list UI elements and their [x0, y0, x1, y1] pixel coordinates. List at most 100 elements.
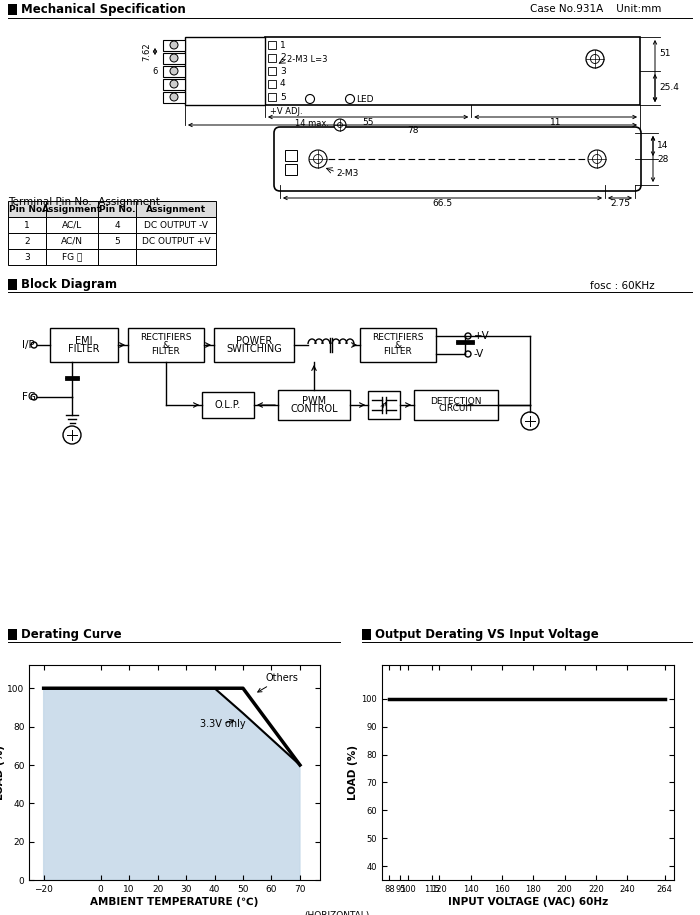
Circle shape	[465, 351, 471, 357]
Bar	[278, 390, 350, 420]
Text: Derating Curve: Derating Curve	[21, 628, 122, 641]
Bar	[268, 54, 276, 62]
Text: 2-M3 L=3: 2-M3 L=3	[287, 55, 328, 63]
Bar	[8, 233, 46, 249]
Text: 55: 55	[363, 118, 374, 127]
X-axis label: INPUT VOLTAGE (VAC) 60Hz: INPUT VOLTAGE (VAC) 60Hz	[448, 897, 608, 907]
Text: 2-M3: 2-M3	[336, 168, 358, 178]
Text: FILTER: FILTER	[69, 343, 99, 353]
Text: 7.62: 7.62	[142, 42, 151, 60]
Circle shape	[305, 94, 314, 103]
Text: &: &	[162, 340, 169, 350]
Text: 4: 4	[280, 80, 286, 89]
Text: 6: 6	[153, 67, 158, 76]
Bar	[268, 80, 276, 88]
Text: Pin No.: Pin No.	[99, 204, 135, 213]
Bar	[8, 201, 46, 217]
Text: CONTROL: CONTROL	[290, 404, 338, 414]
Bar	[265, 37, 640, 105]
Circle shape	[334, 119, 346, 131]
Circle shape	[170, 54, 178, 62]
Text: 14 max.: 14 max.	[295, 119, 329, 127]
Bar	[163, 39, 185, 50]
Text: Assignment: Assignment	[146, 204, 206, 213]
Bar	[136, 249, 216, 265]
Text: DC OUTPUT -V: DC OUTPUT -V	[144, 221, 208, 230]
Text: RECTIFIERS: RECTIFIERS	[140, 333, 192, 342]
Bar	[98, 217, 136, 233]
Text: RECTIFIERS: RECTIFIERS	[372, 333, 424, 342]
Text: SWITCHING: SWITCHING	[226, 343, 282, 353]
Y-axis label: LOAD (%): LOAD (%)	[0, 745, 4, 801]
Text: 14: 14	[657, 142, 668, 150]
Text: LED: LED	[356, 94, 374, 103]
Text: Block Diagram: Block Diagram	[21, 278, 117, 291]
Bar	[362, 629, 371, 640]
Circle shape	[592, 155, 601, 164]
Text: EMI: EMI	[76, 337, 92, 347]
Circle shape	[309, 150, 327, 168]
Text: 51: 51	[659, 49, 671, 59]
Text: O.L.P.: O.L.P.	[215, 400, 241, 410]
Text: 78: 78	[407, 126, 419, 135]
Text: DETECTION: DETECTION	[430, 397, 482, 406]
Text: I/P: I/P	[22, 340, 35, 350]
X-axis label: AMBIENT TEMPERATURE (℃): AMBIENT TEMPERATURE (℃)	[90, 897, 259, 907]
Text: 5: 5	[114, 236, 120, 245]
Bar	[268, 93, 276, 101]
Bar	[163, 92, 185, 102]
Text: Assignment: Assignment	[42, 204, 102, 213]
Circle shape	[588, 150, 606, 168]
Circle shape	[170, 93, 178, 101]
Circle shape	[170, 80, 178, 88]
Text: DC OUTPUT +V: DC OUTPUT +V	[141, 236, 210, 245]
Text: Output Derating VS Input Voltage: Output Derating VS Input Voltage	[375, 628, 598, 641]
Circle shape	[63, 426, 81, 444]
Text: Case No.931A    Unit:mm: Case No.931A Unit:mm	[530, 5, 662, 15]
Bar	[136, 233, 216, 249]
Circle shape	[31, 394, 37, 400]
Polygon shape	[43, 688, 300, 880]
Bar	[8, 249, 46, 265]
Text: &: &	[394, 340, 402, 350]
Text: 3: 3	[280, 67, 286, 76]
Text: AC/L: AC/L	[62, 221, 82, 230]
Text: 2: 2	[280, 53, 286, 62]
Text: 2: 2	[25, 236, 30, 245]
Bar	[46, 201, 98, 217]
Text: 4: 4	[114, 221, 120, 230]
Bar	[50, 328, 118, 362]
Text: Others: Others	[258, 673, 299, 692]
Bar	[136, 201, 216, 217]
Text: fosc : 60KHz: fosc : 60KHz	[590, 281, 655, 291]
Bar	[163, 52, 185, 63]
Bar	[8, 629, 17, 640]
Text: 2.75: 2.75	[610, 199, 630, 208]
Bar	[98, 201, 136, 217]
Circle shape	[170, 41, 178, 49]
Text: POWER: POWER	[236, 337, 272, 347]
Text: 3: 3	[24, 253, 30, 262]
Text: CIRCUIT: CIRCUIT	[438, 404, 474, 413]
Circle shape	[337, 123, 342, 127]
Bar	[98, 233, 136, 249]
Text: 28: 28	[657, 155, 668, 164]
Bar	[414, 390, 498, 420]
Bar	[202, 392, 254, 418]
Text: 1: 1	[280, 40, 286, 49]
Bar	[46, 233, 98, 249]
Y-axis label: LOAD (%): LOAD (%)	[348, 745, 358, 801]
Bar	[268, 41, 276, 49]
Circle shape	[586, 50, 604, 68]
Bar	[285, 150, 297, 161]
Text: Terminal Pin No.  Assignment: Terminal Pin No. Assignment	[8, 197, 160, 207]
Circle shape	[314, 155, 323, 164]
Text: +V: +V	[474, 331, 490, 341]
Bar	[8, 4, 17, 15]
Text: PWM: PWM	[302, 396, 326, 406]
Text: 25.4: 25.4	[659, 83, 679, 92]
Bar	[8, 279, 17, 290]
Text: FILTER: FILTER	[152, 348, 181, 357]
Bar	[368, 391, 400, 419]
Circle shape	[465, 333, 471, 339]
